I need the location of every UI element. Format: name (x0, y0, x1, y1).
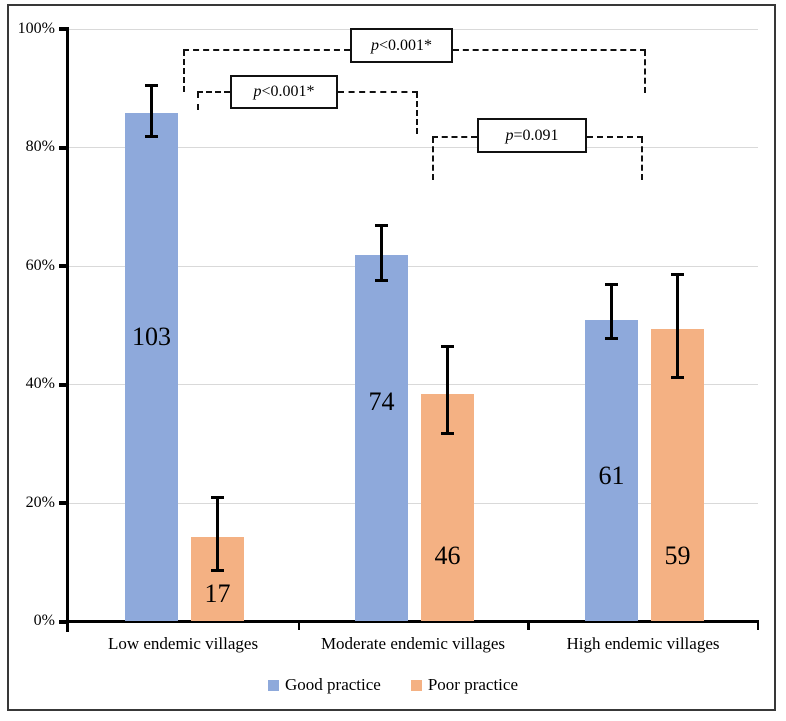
error-bar-cap-top (441, 345, 454, 349)
gridline-20 (69, 502, 758, 504)
bar-count-label: 46 (434, 540, 461, 570)
gridline-60 (69, 265, 758, 267)
pvalue-bracket-right-drop (416, 92, 418, 134)
y-axis-tick-80 (59, 145, 66, 150)
y-tick-label: 80% (25, 138, 55, 155)
gridline-40 (69, 384, 758, 385)
error-bar-line (380, 225, 383, 281)
pvalue-bracket-right-drop (641, 137, 643, 180)
legend-item-poor-practice: Poor practice (410, 675, 518, 695)
error-bar-line (676, 274, 679, 378)
bar-moderate-endemic-villages-good-practice (355, 255, 408, 621)
bar-count-label: 74 (368, 386, 395, 416)
pvalue-bracket-right-line (587, 136, 643, 138)
legend-label: Poor practice (427, 675, 518, 694)
error-bar-cap-bottom (605, 337, 618, 341)
y-tick-label: 20% (25, 493, 55, 511)
y-tick-label: 100% (17, 19, 55, 37)
x-axis-tick-1 (527, 623, 530, 630)
error-bar-cap-top (605, 283, 618, 287)
error-bar-cap-bottom (441, 432, 454, 436)
error-bar-line (446, 346, 449, 434)
y-axis-tick-0 (59, 619, 66, 624)
error-bar-cap-bottom (375, 279, 388, 283)
error-bar-cap-bottom (145, 134, 158, 138)
y-axis-tick-60 (59, 264, 66, 268)
error-bar-cap-bottom (671, 376, 684, 380)
pvalue-bracket-left-drop (432, 137, 434, 180)
y-tick-label: 0% (33, 612, 55, 629)
pvalue-box: p =0.091 (477, 118, 587, 153)
pvalue-bracket-left-drop (197, 92, 199, 110)
figure-border (7, 4, 776, 711)
error-bar-cap-top (211, 496, 224, 500)
bar-count-label: 61 (598, 460, 625, 490)
bar-count-label: 17 (204, 579, 231, 609)
bar-low-endemic-villages-good-practice (125, 112, 178, 621)
y-axis-tick-20 (59, 501, 66, 505)
pvalue-bracket-right-drop (644, 50, 646, 93)
pvalue-box: p <0.001* (230, 75, 338, 109)
x-category-label: High endemic villages (566, 634, 720, 653)
x-axis-tick-0 (297, 623, 301, 630)
y-tick-label: 60% (25, 256, 55, 274)
legend-item-good-practice: Good practice (268, 675, 381, 695)
gridline-80 (69, 147, 758, 148)
pvalue-bracket-right-line (338, 91, 418, 93)
error-bar-line (610, 284, 613, 339)
error-bar-line (150, 85, 153, 136)
legend: Good practice Poor practice (0, 673, 786, 697)
y-axis-line (66, 27, 69, 632)
pvalue-bracket-left-line (183, 49, 350, 51)
error-bar-cap-top (145, 84, 158, 88)
y-axis-tick-100 (59, 27, 66, 31)
legend-swatch-icon (410, 679, 422, 691)
legend-label: Good practice (285, 675, 381, 694)
bar-count-label: 59 (664, 540, 691, 570)
error-bar-cap-top (375, 224, 388, 228)
x-category-label: Moderate endemic villages (320, 634, 506, 653)
x-axis-line (66, 620, 759, 623)
error-bar-line (216, 497, 219, 571)
legend-swatch-icon (268, 679, 279, 691)
pvalue-bracket-left-line (197, 91, 230, 93)
x-category-label: Low endemic villages (107, 634, 259, 653)
pvalue-box: p <0.001* (350, 28, 453, 63)
error-bar-cap-top (671, 273, 684, 277)
y-axis-tick-40 (59, 382, 66, 387)
y-tick-label: 40% (25, 375, 55, 392)
pvalue-bracket-right-line (453, 49, 646, 51)
bar-count-label: 103 (132, 321, 171, 351)
pvalue-bracket-left-line (432, 136, 477, 138)
x-axis-tick-2 (756, 623, 760, 630)
bar-high-endemic-villages-good-practice (585, 320, 638, 621)
error-bar-cap-bottom (211, 569, 224, 573)
pvalue-bracket-left-drop (183, 50, 185, 92)
